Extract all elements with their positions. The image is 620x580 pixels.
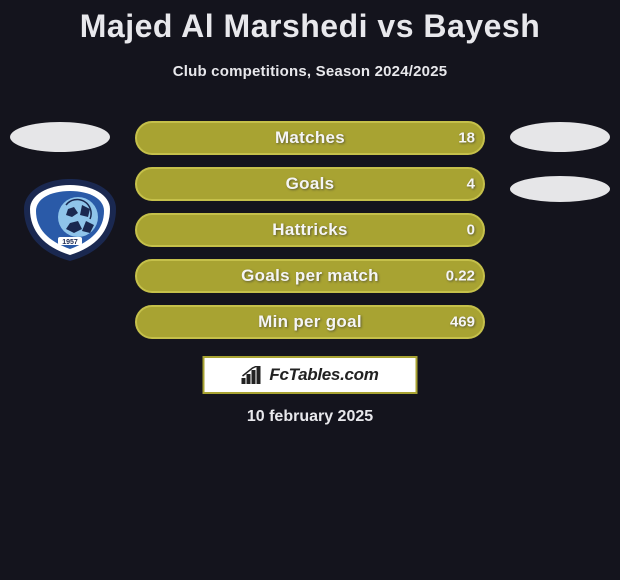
bar-label: Goals per match [135,266,485,286]
page-subtitle: Club competitions, Season 2024/2025 [0,63,620,80]
svg-text:1957: 1957 [62,239,78,246]
bar-row: Hattricks 0 [135,213,485,247]
bar-chart-icon [241,366,263,384]
bar-value: 0 [467,222,475,239]
bar-row: Goals per match 0.22 [135,259,485,293]
source-logo-text: FcTables.com [269,365,378,385]
source-logo-box: FcTables.com [203,356,418,394]
bar-label: Hattricks [135,220,485,240]
stats-bars: Matches 18 Goals 4 Hattricks 0 Goals per… [135,121,485,351]
bar-row: Goals 4 [135,167,485,201]
bar-label: Goals [135,174,485,194]
player-left-avatar-placeholder [10,122,110,152]
player-right-avatar-placeholder-2 [510,176,610,202]
date-text: 10 february 2025 [0,408,620,426]
bar-label: Matches [135,128,485,148]
bar-row: Min per goal 469 [135,305,485,339]
bar-label: Min per goal [135,312,485,332]
bar-row: Matches 18 [135,121,485,155]
player-right-avatar-placeholder-1 [510,122,610,152]
bar-value: 18 [458,130,475,147]
player-left-club-badge: 1957 [20,179,120,261]
bar-value: 4 [467,176,475,193]
page-title: Majed Al Marshedi vs Bayesh [0,0,620,45]
bar-value: 0.22 [446,268,475,285]
bar-value: 469 [450,314,475,331]
